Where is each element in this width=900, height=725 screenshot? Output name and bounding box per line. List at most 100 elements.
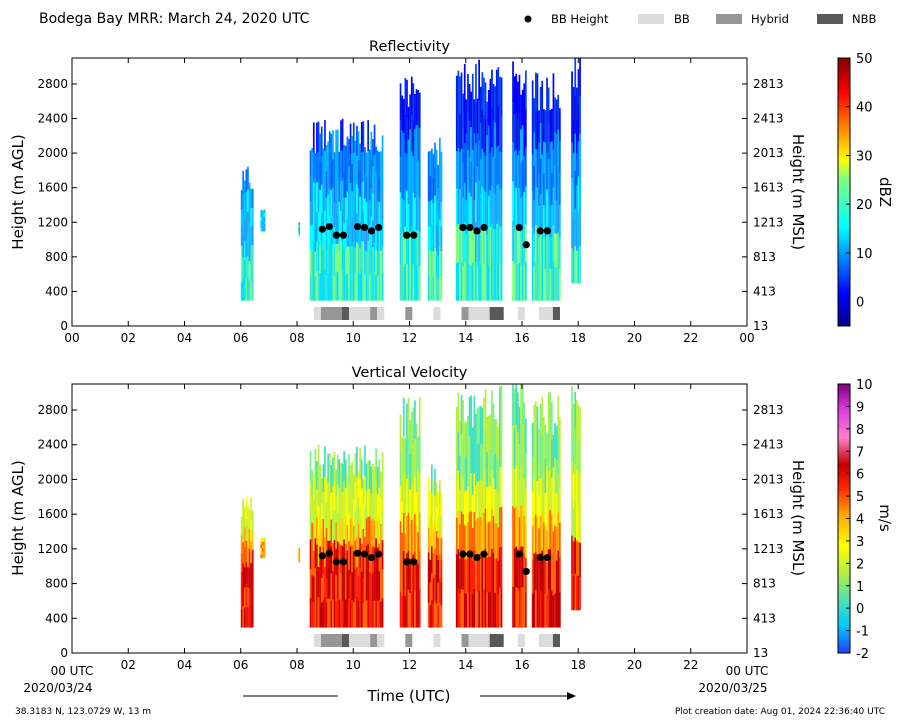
data-column (554, 165, 556, 200)
data-column (499, 546, 501, 588)
data-column (434, 195, 436, 222)
data-column (576, 574, 578, 611)
data-column (380, 250, 382, 276)
data-column (533, 441, 536, 480)
data-column (251, 225, 254, 245)
data-column (497, 560, 500, 595)
x-axis-label: Time (UTC) (367, 687, 451, 705)
data-column (489, 485, 492, 522)
bb-type-bar (461, 307, 469, 320)
data-column (517, 118, 519, 156)
data-column (320, 602, 323, 628)
data-column (260, 537, 263, 542)
data-column (460, 72, 463, 111)
data-column (376, 175, 379, 201)
data-column (317, 121, 320, 152)
data-column (479, 516, 482, 554)
data-column (327, 194, 329, 222)
data-column (375, 197, 377, 224)
data-column (518, 406, 521, 444)
data-column (251, 510, 254, 531)
data-column (410, 447, 413, 485)
data-column (402, 435, 405, 475)
data-column (372, 491, 374, 519)
data-column (431, 491, 433, 520)
data-column (552, 466, 555, 500)
data-column (544, 205, 547, 238)
data-column (499, 188, 501, 227)
data-column (487, 195, 490, 231)
data-column (320, 155, 323, 185)
data-column (541, 190, 544, 228)
data-column (439, 218, 441, 247)
data-column (344, 543, 347, 572)
data-column (544, 525, 547, 561)
data-column (263, 544, 266, 549)
data-column (381, 135, 384, 164)
data-column (352, 499, 355, 526)
data-column (546, 497, 548, 531)
data-column (470, 395, 472, 435)
data-column (327, 482, 329, 512)
data-column (312, 550, 315, 577)
data-column (317, 240, 320, 271)
data-column (434, 142, 436, 170)
y-tick-label-right: 2013 (753, 146, 784, 160)
data-column (404, 115, 407, 153)
data-column (314, 275, 317, 301)
data-column (470, 511, 472, 551)
data-column (317, 151, 320, 182)
data-column (439, 504, 441, 530)
data-column (481, 262, 484, 301)
data-column (247, 277, 249, 301)
y-tick-label-right: 1613 (753, 507, 784, 521)
data-column (495, 223, 498, 263)
data-column (251, 568, 254, 589)
x-tick-label: 02 (121, 658, 136, 672)
data-column (523, 440, 526, 479)
data-column (412, 407, 415, 445)
data-column (335, 469, 337, 497)
data-column (543, 172, 545, 206)
x-tick-label: 08 (289, 331, 304, 345)
colorbar-tick-label: 2 (856, 557, 864, 572)
data-column (332, 542, 334, 572)
data-column (367, 240, 369, 271)
data-column (250, 519, 252, 542)
data-column (470, 195, 472, 232)
data-column (517, 470, 519, 511)
data-column (346, 272, 349, 301)
data-column (407, 106, 410, 140)
data-column (489, 591, 492, 628)
data-column (418, 265, 421, 301)
data-column (546, 226, 548, 264)
data-column (373, 241, 376, 272)
data-column (344, 599, 347, 628)
data-column (481, 148, 484, 187)
data-column (364, 274, 366, 301)
data-column (467, 149, 469, 188)
data-column (320, 552, 323, 578)
data-column (555, 233, 558, 268)
bb-type-bar (433, 307, 441, 320)
data-column (538, 173, 540, 206)
data-column (243, 506, 246, 528)
data-column (335, 574, 337, 602)
data-column (343, 509, 345, 540)
data-column (406, 79, 408, 117)
x-tick-label: 06 (233, 331, 248, 345)
data-column (489, 414, 492, 451)
data-column (554, 525, 556, 560)
data-column (492, 589, 495, 628)
data-column (535, 72, 537, 112)
y-axis-label: Height (m AGL) (9, 134, 27, 249)
data-column (368, 149, 371, 176)
bb-type-bar (468, 634, 490, 647)
data-column (360, 599, 363, 628)
data-column (322, 173, 325, 200)
bb-height-point (403, 558, 411, 566)
data-column (521, 124, 524, 161)
y-axis-label-right: Height (m MSL) (789, 134, 807, 250)
data-column (434, 273, 436, 301)
data-column (359, 221, 361, 249)
